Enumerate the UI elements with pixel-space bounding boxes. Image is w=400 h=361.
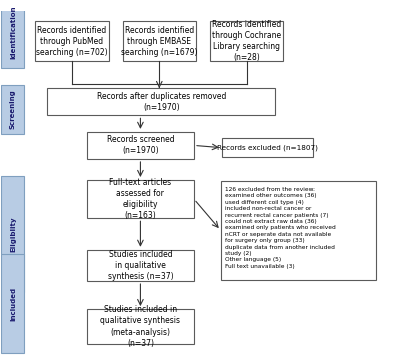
FancyBboxPatch shape: [122, 21, 196, 61]
Text: Records excluded (n=1807): Records excluded (n=1807): [217, 144, 318, 151]
Text: Screening: Screening: [10, 89, 16, 129]
Text: Records identified
through EMBASE
searching (n=1679): Records identified through EMBASE search…: [121, 26, 198, 57]
Text: Full-text articles
assessed for
eligibility
(n=163): Full-text articles assessed for eligibil…: [109, 178, 172, 220]
FancyBboxPatch shape: [47, 88, 276, 116]
Text: Identification: Identification: [10, 6, 16, 59]
FancyBboxPatch shape: [210, 21, 284, 61]
Text: Records screened
(n=1970): Records screened (n=1970): [107, 135, 174, 156]
Text: Records identified
through Cochrane
Library searching
(n=28): Records identified through Cochrane Libr…: [212, 20, 281, 62]
Text: Studies included in
qualitative synthesis
(meta-analysis)
(n=37): Studies included in qualitative synthesi…: [100, 305, 180, 348]
FancyBboxPatch shape: [1, 177, 24, 292]
Text: Eligiblity: Eligiblity: [10, 216, 16, 252]
Text: Records identified
through PubMed
searching (n=702): Records identified through PubMed search…: [36, 26, 108, 57]
FancyBboxPatch shape: [35, 21, 109, 61]
FancyBboxPatch shape: [221, 180, 376, 280]
FancyBboxPatch shape: [1, 85, 24, 134]
FancyBboxPatch shape: [222, 138, 313, 157]
Text: Records after duplicates removed
(n=1970): Records after duplicates removed (n=1970…: [96, 92, 226, 112]
FancyBboxPatch shape: [87, 309, 194, 344]
Text: Included: Included: [10, 287, 16, 321]
FancyBboxPatch shape: [87, 132, 194, 159]
FancyBboxPatch shape: [1, 254, 24, 353]
FancyBboxPatch shape: [87, 180, 194, 218]
FancyBboxPatch shape: [1, 0, 24, 68]
FancyBboxPatch shape: [87, 250, 194, 281]
Text: Studies included
in qualitative
synthesis (n=37): Studies included in qualitative synthesi…: [108, 250, 173, 281]
Text: 126 excluded from the review:
examined other outcomes (36)
used different coil t: 126 excluded from the review: examined o…: [226, 187, 336, 269]
